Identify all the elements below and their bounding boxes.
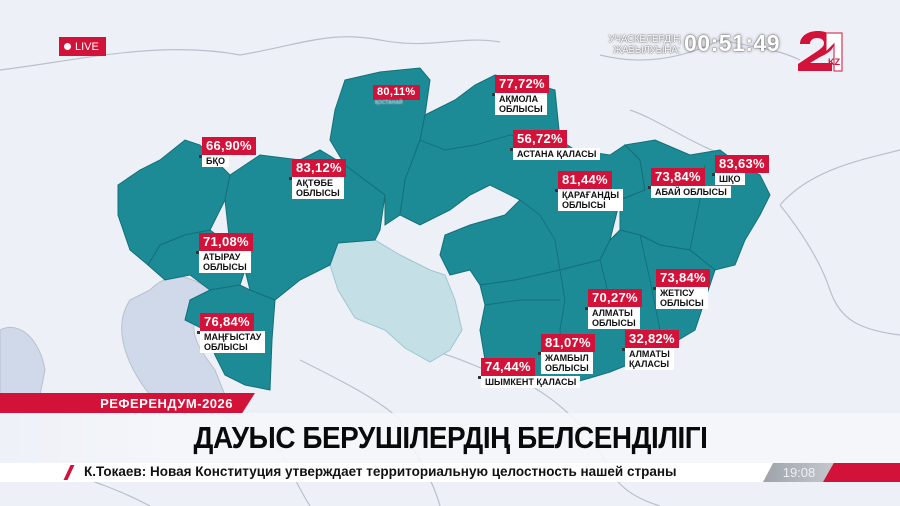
region-tag-astana: 56,72% АСТАНА ҚАЛАСЫ (510, 130, 601, 160)
region-pct: 66,90% (202, 137, 256, 155)
region-tag-akmola: 77,72% АҚМОЛА ОБЛЫСЫ (492, 75, 549, 115)
headline-bar: ДАУЫС БЕРУШІЛЕРДІҢ БЕЛСЕНДІЛІГІ (0, 413, 900, 463)
svg-text:KZ: KZ (828, 57, 840, 67)
region-pct: 81,07% (541, 334, 595, 352)
region-tag-atyrau: 71,08% АТЫРАУ ОБЛЫСЫ (196, 233, 253, 273)
kyzylorda-region (329, 239, 463, 363)
mongolia-border-line (779, 149, 900, 206)
region-name: ШЫМКЕНТ ҚАЛАСЫ (481, 376, 581, 388)
region-name: АТЫРАУ ОБЛЫСЫ (199, 251, 251, 273)
region-pct: 56,72% (513, 130, 567, 148)
region-pct: 73,84% (651, 168, 705, 186)
live-label: LIVE (75, 40, 99, 53)
region-name: ҚОСТАНАЙ (375, 100, 403, 106)
live-dot-icon (64, 43, 71, 50)
region-pct: 80,11% (373, 85, 420, 100)
region-tag-zhetisu: 73,84% ЖЕТІСУ ОБЛЫСЫ (653, 269, 710, 309)
region-tag-bko: 66,90% БҚО (199, 137, 256, 167)
channel-logo-icon: KZ (798, 31, 843, 72)
region-name: АЛМАТЫ ҚАЛАСЫ (625, 348, 674, 370)
region-pct: 81,44% (558, 171, 612, 189)
region-tag-abai: 73,84% АБАЙ ОБЛЫСЫ (648, 168, 731, 198)
referendum-label: РЕФЕРЕНДУМ-2026 (100, 395, 233, 411)
region-pct: 71,08% (199, 233, 253, 251)
region-tag-aktobe: 83,12% АҚТӨБЕ ОБЛЫСЫ (289, 159, 346, 199)
region-tag-kostanay: 80,11% ҚОСТАНАЙ (373, 85, 420, 106)
region-name: ЖЕТІСУ ОБЛЫСЫ (656, 287, 708, 309)
region-name: АБАЙ ОБЛЫСЫ (651, 186, 731, 198)
region-pct: 83,12% (292, 159, 346, 177)
region-pct: 70,27% (588, 289, 642, 307)
region-name: АЛМАТЫ ОБЛЫСЫ (588, 307, 640, 329)
region-name: МАҢҒЫСТАУ ОБЛЫСЫ (200, 331, 266, 353)
ticker-clock: 19:08 (763, 463, 835, 482)
region-pct: 73,84% (656, 269, 710, 287)
region-name: БҚО (202, 155, 229, 167)
region-name: ШҚО (715, 173, 745, 185)
region-tag-mangystau: 76,84% МАҢҒЫСТАУ ОБЛЫСЫ (197, 313, 266, 353)
region-name: АҚМОЛА ОБЛЫСЫ (495, 93, 547, 115)
region-name: ЖАМБЫЛ ОБЛЫСЫ (541, 352, 593, 374)
countdown-timer: 00:51:49 (684, 30, 781, 56)
ticker-slash-icon (63, 465, 75, 480)
region-tag-shko: 83,63% ШҚО (712, 155, 769, 185)
region-tag-shymkent: 74,44% ШЫМКЕНТ ҚАЛАСЫ (478, 358, 581, 388)
ticker-text: К.Токаев: Новая Конституция утверждает т… (84, 464, 677, 479)
region-tag-almaty-oblysy: 70,27% АЛМАТЫ ОБЛЫСЫ (585, 289, 642, 329)
region-name: ҚАРАҒАНДЫ ОБЛЫСЫ (558, 189, 624, 211)
headline-text: ДАУЫС БЕРУШІЛЕРДІҢ БЕЛСЕНДІЛІГІ (193, 420, 707, 455)
region-name: АҚТӨБЕ ОБЛЫСЫ (292, 177, 344, 199)
region-pct: 83,63% (715, 155, 769, 173)
region-tag-karaganda: 81,44% ҚАРАҒАНДЫ ОБЛЫСЫ (555, 171, 624, 211)
region-pct: 32,82% (625, 330, 679, 348)
region-name: АСТАНА ҚАЛАСЫ (513, 148, 601, 160)
region-pct: 77,72% (495, 75, 549, 93)
region-pct: 76,84% (200, 313, 254, 331)
region-tag-zhambyl: 81,07% ЖАМБЫЛ ОБЛЫСЫ (538, 334, 595, 374)
live-badge: LIVE (59, 37, 106, 56)
region-pct: 74,44% (481, 358, 535, 376)
news-ticker: К.Токаев: Новая Конституция утверждает т… (0, 463, 900, 482)
referendum-banner: РЕФЕРЕНДУМ-2026 (0, 393, 255, 413)
ticker-red-accent (823, 463, 900, 482)
countdown-label: Учаскелердің жабылуына: (608, 34, 680, 56)
region-tag-almaty-city: 32,82% АЛМАТЫ ҚАЛАСЫ (622, 330, 679, 370)
